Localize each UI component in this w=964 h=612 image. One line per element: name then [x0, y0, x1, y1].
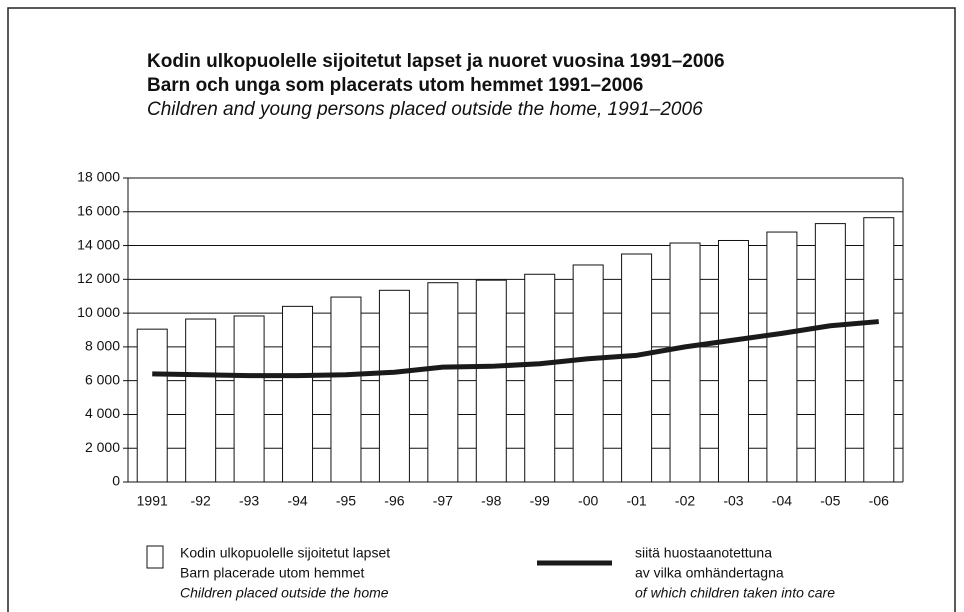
- y-tick-label: 8 000: [85, 338, 120, 354]
- bar: [427, 282, 459, 483]
- chart-title: Children and young persons placed outsid…: [147, 99, 703, 120]
- bar: [814, 223, 846, 483]
- line: [152, 319, 879, 379]
- frame: [7, 7, 956, 612]
- legend-label: siitä huostaanotettuna: [635, 545, 772, 561]
- x-tick-label: -95: [336, 493, 356, 509]
- x-tick-label: -94: [287, 493, 307, 509]
- x-tick-label: -06: [869, 493, 889, 509]
- x-tick-label: -00: [578, 493, 598, 509]
- legend-label: Children placed outside the home: [180, 585, 389, 601]
- bar: [233, 315, 265, 483]
- bar: [185, 318, 217, 483]
- x-tick-label: 1991: [137, 493, 168, 509]
- legend-label: av vilka omhändertagna: [635, 565, 784, 581]
- x-tick-label: -03: [723, 493, 743, 509]
- bar: [766, 231, 798, 483]
- bar: [717, 239, 749, 483]
- legend-label: Kodin ulkopuolelle sijoitetut lapset: [180, 545, 390, 561]
- x-tick-label: -97: [433, 493, 453, 509]
- y-tick-label: 6 000: [85, 371, 120, 387]
- bar: [378, 289, 410, 483]
- x-tick-label: -02: [675, 493, 695, 509]
- y-tick-label: 2 000: [85, 439, 120, 455]
- legend-swatch: [146, 545, 164, 569]
- bar: [282, 305, 314, 483]
- y-tick-label: 0: [112, 473, 120, 489]
- bar: [621, 253, 653, 483]
- y-tick-label: 4 000: [85, 405, 120, 421]
- bar: [136, 328, 168, 483]
- bar: [669, 242, 701, 483]
- bar: [330, 296, 362, 483]
- x-tick-label: -01: [626, 493, 646, 509]
- bar: [863, 217, 895, 483]
- x-tick-label: -98: [481, 493, 501, 509]
- x-tick-label: -05: [820, 493, 840, 509]
- y-tick-label: 10 000: [77, 304, 120, 320]
- x-tick-label: -04: [772, 493, 792, 509]
- y-tick-label: 12 000: [77, 270, 120, 286]
- legend-label: Barn placerade utom hemmet: [180, 565, 365, 581]
- bar: [572, 264, 604, 483]
- x-tick-label: -93: [239, 493, 259, 509]
- legend-label: of which children taken into care: [635, 585, 835, 601]
- x-tick-label: -92: [191, 493, 211, 509]
- y-tick-label: 14 000: [77, 236, 120, 252]
- y-tick-label: 16 000: [77, 202, 120, 218]
- y-tick-label: 18 000: [77, 169, 120, 185]
- x-tick-label: -96: [384, 493, 404, 509]
- chart-title: Kodin ulkopuolelle sijoitetut lapset ja …: [147, 51, 725, 72]
- x-tick-label: -99: [530, 493, 550, 509]
- bar: [524, 273, 556, 483]
- chart-title: Barn och unga som placerats utom hemmet …: [147, 75, 643, 96]
- bar: [475, 279, 507, 483]
